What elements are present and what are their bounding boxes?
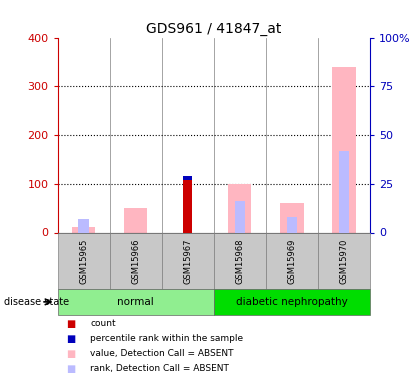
Text: ■: ■: [66, 319, 75, 329]
Bar: [332, 67, 356, 232]
Bar: [183, 177, 192, 180]
Text: disease state: disease state: [4, 297, 69, 307]
Bar: [110, 232, 162, 289]
Text: diabetic nephropathy: diabetic nephropathy: [236, 297, 348, 307]
Text: ■: ■: [66, 334, 75, 344]
Bar: [183, 180, 192, 232]
Text: ■: ■: [66, 349, 75, 359]
Bar: [286, 217, 297, 232]
Bar: [214, 289, 370, 315]
Bar: [266, 232, 318, 289]
Text: GSM15967: GSM15967: [183, 238, 192, 284]
Text: value, Detection Call = ABSENT: value, Detection Call = ABSENT: [90, 349, 234, 358]
Bar: [58, 289, 214, 315]
Text: normal: normal: [117, 297, 154, 307]
Text: GSM15965: GSM15965: [79, 238, 88, 284]
Bar: [79, 219, 89, 232]
Bar: [339, 151, 349, 232]
Bar: [124, 208, 148, 232]
Bar: [72, 226, 95, 232]
Text: GSM15969: GSM15969: [287, 238, 296, 284]
Text: GSM15970: GSM15970: [339, 238, 349, 284]
Bar: [228, 184, 252, 232]
Text: ■: ■: [66, 364, 75, 374]
Text: GSM15968: GSM15968: [235, 238, 244, 284]
Title: GDS961 / 41847_at: GDS961 / 41847_at: [146, 22, 282, 36]
Bar: [162, 232, 214, 289]
Text: GSM15966: GSM15966: [131, 238, 140, 284]
Bar: [280, 203, 303, 232]
Bar: [58, 232, 110, 289]
Text: count: count: [90, 319, 116, 328]
Bar: [318, 232, 370, 289]
Text: percentile rank within the sample: percentile rank within the sample: [90, 334, 244, 343]
Bar: [235, 201, 245, 232]
Bar: [214, 232, 266, 289]
Text: rank, Detection Call = ABSENT: rank, Detection Call = ABSENT: [90, 364, 229, 373]
